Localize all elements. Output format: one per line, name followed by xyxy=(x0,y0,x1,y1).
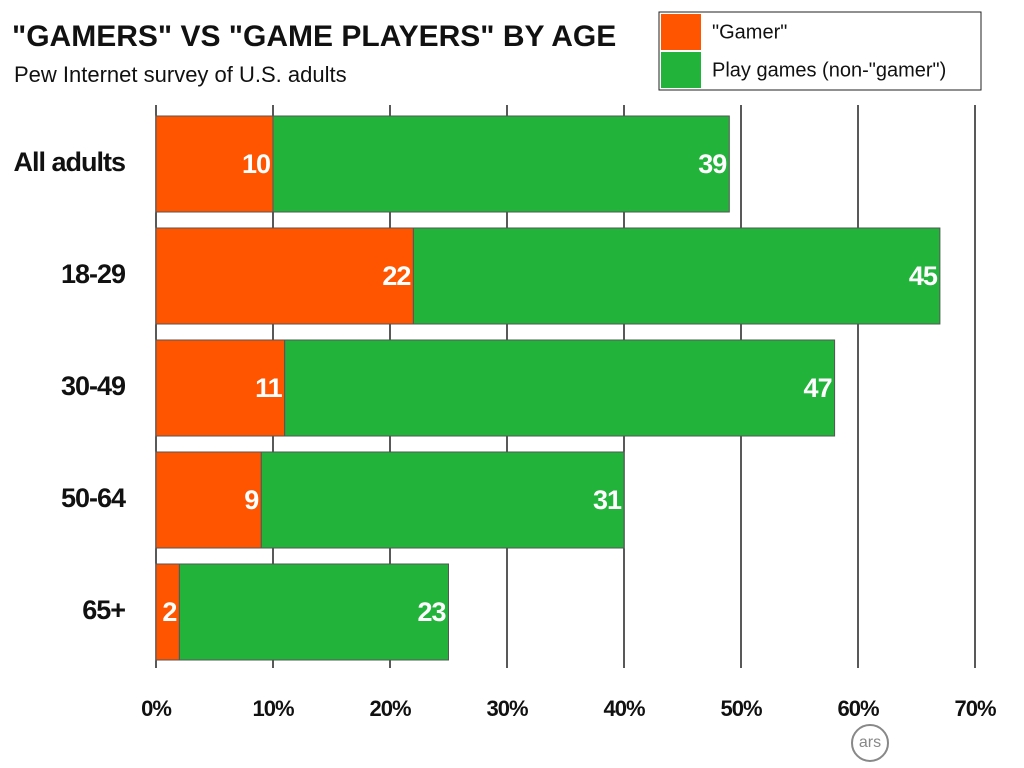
x-tick-label: 60% xyxy=(837,696,878,721)
bar-segment xyxy=(260,451,625,549)
value-label: 31 xyxy=(593,485,622,515)
x-tick-label: 20% xyxy=(369,696,410,721)
x-tick-label: 50% xyxy=(720,696,761,721)
bar-segment xyxy=(155,451,262,549)
y-tick-label: All adults xyxy=(13,147,125,177)
value-label: 11 xyxy=(255,373,283,403)
y-tick-label: 18-29 xyxy=(61,259,126,289)
x-tick-label: 70% xyxy=(954,696,995,721)
x-tick-label: 10% xyxy=(252,696,293,721)
watermark-text: ars xyxy=(859,734,881,751)
bar-segment xyxy=(272,115,730,213)
value-label: 22 xyxy=(382,261,410,291)
legend-swatch xyxy=(661,52,701,88)
value-label: 23 xyxy=(417,597,446,627)
chart-title: "GAMERS" VS "GAME PLAYERS" BY AGE xyxy=(12,20,616,53)
chart-subtitle: Pew Internet survey of U.S. adults xyxy=(14,62,347,87)
value-label: 47 xyxy=(804,373,832,403)
x-tick-label: 0% xyxy=(141,696,171,721)
bar-segment xyxy=(155,339,286,437)
watermark: ars xyxy=(851,724,889,762)
bar-segment xyxy=(155,115,274,213)
bar-segment xyxy=(412,227,941,325)
bar-segment xyxy=(284,339,836,437)
x-tick-label: 30% xyxy=(486,696,527,721)
value-label: 2 xyxy=(162,597,176,627)
bar-segment xyxy=(155,227,414,325)
legend-swatch xyxy=(661,14,701,50)
value-label: 45 xyxy=(909,261,938,291)
y-tick-label: 30-49 xyxy=(61,371,126,401)
legend-label: Play games (non-"gamer") xyxy=(712,59,946,81)
legend-box xyxy=(658,11,982,91)
bar-segment xyxy=(178,563,449,661)
legend-label: "Gamer" xyxy=(712,21,787,43)
x-tick-label: 40% xyxy=(603,696,644,721)
value-label: 10 xyxy=(242,149,270,179)
value-label: 39 xyxy=(698,149,727,179)
y-tick-label: 50-64 xyxy=(61,483,126,513)
y-tick-label: 65+ xyxy=(82,595,125,625)
watermark-circle xyxy=(851,724,889,762)
value-label: 9 xyxy=(244,485,259,515)
